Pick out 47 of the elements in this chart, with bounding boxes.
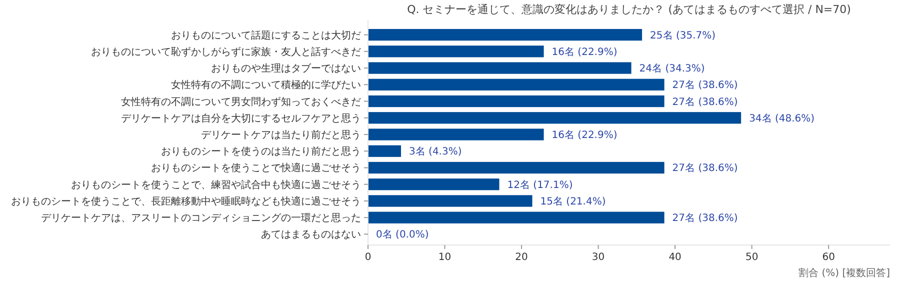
bar: [368, 178, 500, 190]
x-axis-title: 割合 (%) [複数回答]: [798, 267, 890, 279]
y-tick-label: おりものについて恥ずかしがらずに家族・友人と話すべきだ: [91, 46, 361, 58]
bar: [368, 128, 544, 140]
bar: [368, 195, 532, 207]
data-label: 12名 (17.1%): [507, 178, 573, 191]
x-tick-label: 50: [745, 252, 758, 263]
y-tick-label: あてはまるものはない: [261, 230, 361, 241]
x-tick-label: 60: [822, 252, 835, 263]
bar: [368, 95, 664, 108]
bar: [368, 145, 402, 157]
data-label: 15名 (21.4%): [540, 195, 606, 208]
y-tick-label: デリケートケアは自分を大切にするセルフケアと思う: [121, 112, 361, 124]
y-tick-label: 女性特有の不調について男女問わず知っておくべきだ: [121, 96, 361, 108]
y-tick-label: おりものシートを使うことで、長距離移動中や睡眠時なども快適に過ごせそう: [11, 195, 361, 208]
y-tick-label: 女性特有の不調について積極的に学びたい: [171, 79, 361, 92]
bar: [368, 162, 664, 174]
data-label: 34名 (48.6%): [749, 112, 815, 124]
x-tick-label: 20: [515, 252, 528, 263]
bar: [368, 212, 664, 224]
bar: [368, 62, 632, 74]
y-tick-label: おりものシートを使うのは当たり前だと思う: [161, 146, 361, 158]
data-label: 0名 (0.0%): [376, 228, 429, 241]
x-tick-label: 0: [364, 252, 372, 263]
x-tick-label: 30: [592, 252, 605, 263]
bar: [368, 28, 642, 41]
bar: [368, 46, 544, 58]
data-label: 25名 (35.7%): [650, 29, 716, 42]
data-label: 27名 (38.6%): [672, 96, 738, 108]
data-label: 27名 (38.6%): [672, 79, 738, 92]
data-label: 27名 (38.6%): [672, 212, 738, 224]
data-label: 24名 (34.3%): [639, 62, 705, 75]
bar: [368, 112, 742, 124]
y-tick-label: おりものシートを使うことで、練習や試合中も快適に過ごせそう: [71, 178, 361, 191]
data-label: 27名 (38.6%): [672, 162, 738, 174]
y-tick-label: おりものシートを使うことで快適に過ごせそう: [151, 162, 361, 174]
data-label: 16名 (22.9%): [552, 129, 618, 141]
bar: [368, 78, 664, 90]
chart-title: Q. セミナーを通じて、意識の変化はありましたか？ (あてはまるものすべて選択 / N=70): [407, 3, 851, 16]
y-tick-label: おりものや生理はタブーではない: [211, 62, 361, 75]
y-tick-label: おりものについて話題にすることは大切だ: [171, 29, 361, 42]
x-tick-label: 40: [668, 252, 682, 263]
x-tick-label: 10: [438, 252, 452, 263]
y-tick-label: デリケートケアは当たり前だと思う: [201, 129, 361, 141]
data-label: 16名 (22.9%): [552, 46, 618, 58]
y-tick-label: デリケートケアは、アスリートのコンディショニングの一環だと思った: [41, 213, 361, 224]
data-label: 3名 (4.3%): [409, 146, 462, 158]
